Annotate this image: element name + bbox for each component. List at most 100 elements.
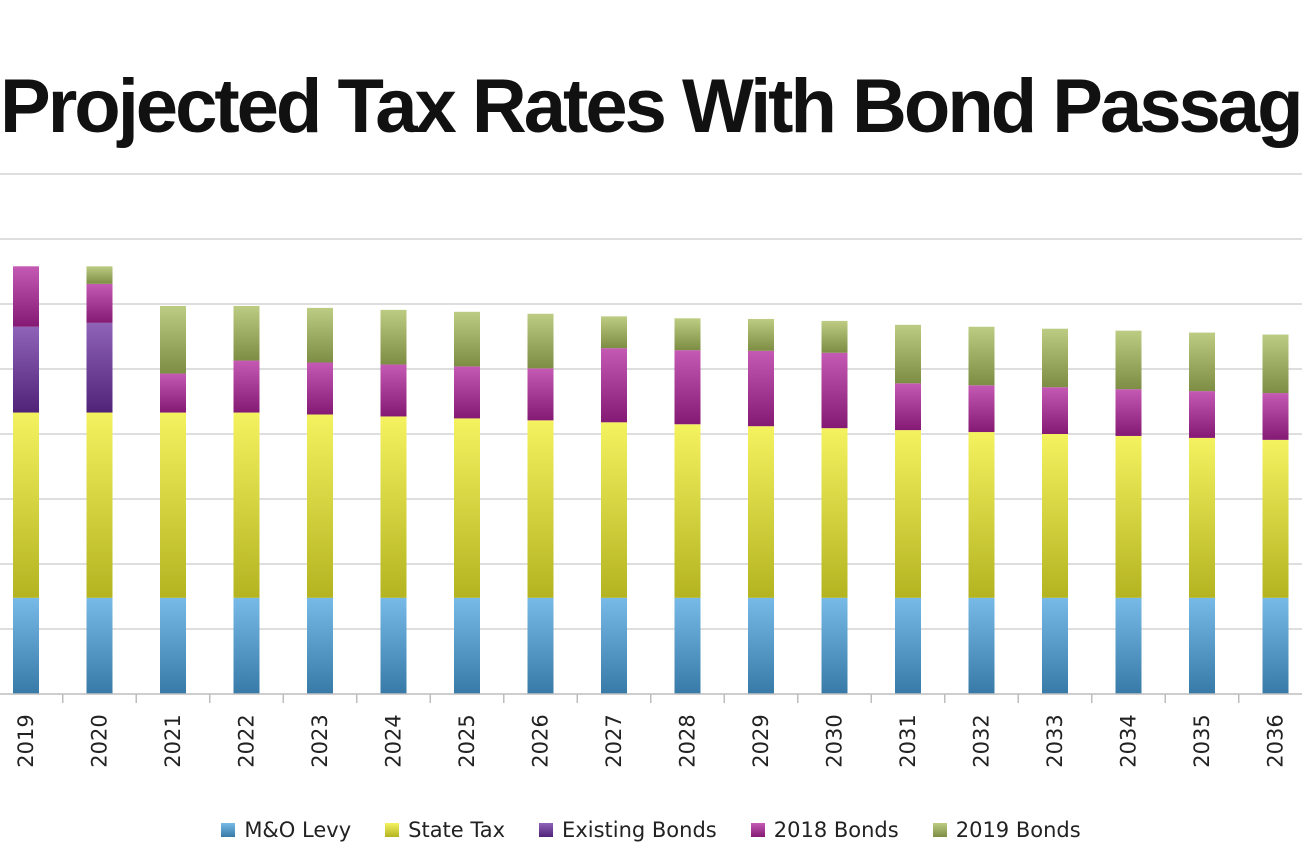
bar-segment-2019-bonds-2029 [748, 318, 774, 351]
bar-segment-2019-bonds-2030 [821, 320, 848, 353]
legend-item: 2019 Bonds [932, 818, 1081, 842]
legend-swatch [385, 823, 400, 837]
bar-segment-2018-bonds-2022 [233, 360, 260, 413]
bar-segment-m-o-levy-2031 [895, 597, 921, 694]
legend-swatch [539, 823, 554, 837]
x-tick-label: 2034 [1117, 714, 1141, 767]
x-tick-label: 2023 [308, 714, 332, 767]
bar-segment-2018-bonds-2036 [1262, 393, 1289, 440]
x-tick-label: 2024 [382, 714, 406, 767]
bar-segment-2019-bonds-2035 [1189, 332, 1215, 392]
legend-item: Existing Bonds [539, 818, 717, 842]
x-tick-label: 2027 [602, 714, 626, 767]
bar-segment-2018-bonds-2019 [13, 266, 39, 327]
bar-segment-2018-bonds-2031 [895, 383, 921, 431]
bar-segment-2018-bonds-2032 [968, 385, 995, 433]
bar-segment-state-tax-2032 [968, 432, 995, 598]
bar-segment-existing-bonds-2020 [86, 322, 113, 413]
legend-label: 2019 Bonds [955, 818, 1081, 842]
bar-segment-2018-bonds-2033 [1042, 387, 1068, 434]
bar-segment-state-tax-2023 [307, 414, 333, 598]
bar-segment-2019-bonds-2026 [527, 313, 554, 369]
bar-segment-state-tax-2019 [13, 412, 39, 598]
bar-segment-2018-bonds-2027 [601, 348, 627, 423]
legend-item: M&O Levy [221, 818, 351, 842]
bar-segment-2019-bonds-2021 [160, 305, 186, 374]
bar-segment-2019-bonds-2027 [601, 316, 627, 349]
legend-swatch [932, 823, 947, 837]
x-tick-label: 2026 [529, 714, 553, 767]
bar-segment-2019-bonds-2032 [968, 326, 995, 386]
bar-segment-m-o-levy-2025 [454, 597, 480, 694]
x-tick-label: 2022 [235, 714, 259, 767]
legend-swatch [750, 823, 765, 837]
x-tick-label: 2032 [970, 714, 994, 767]
x-tick-label: 2021 [161, 714, 185, 767]
x-tick-label: 2019 [14, 714, 38, 767]
x-tick-label: 2029 [749, 714, 773, 767]
bar-segment-2018-bonds-2025 [454, 366, 480, 419]
bar-segment-m-o-levy-2032 [968, 597, 995, 694]
bar-segment-state-tax-2035 [1189, 437, 1215, 598]
bar-segment-state-tax-2025 [454, 418, 480, 598]
bar-segment-state-tax-2020 [86, 412, 113, 598]
bar-segment-m-o-levy-2030 [821, 597, 848, 694]
bar-segment-m-o-levy-2029 [748, 597, 774, 694]
bars [13, 266, 1289, 694]
bar-segment-state-tax-2024 [380, 416, 407, 598]
bar-segment-2018-bonds-2030 [821, 352, 848, 429]
x-tick-label: 2028 [676, 714, 700, 767]
bar-segment-2018-bonds-2024 [380, 364, 407, 417]
bar-segment-2019-bonds-2024 [380, 309, 407, 365]
bar-segment-2018-bonds-2023 [307, 362, 333, 415]
bar-segment-2018-bonds-2026 [527, 368, 554, 421]
bar-segment-m-o-levy-2035 [1189, 597, 1215, 694]
bar-segment-state-tax-2036 [1262, 439, 1289, 598]
bar-segment-m-o-levy-2028 [674, 597, 701, 694]
bar-segment-state-tax-2028 [674, 424, 701, 598]
x-tick-label: 2035 [1190, 714, 1214, 767]
bar-segment-2018-bonds-2020 [86, 283, 113, 323]
legend: M&O Levy State Tax Existing Bonds 2018 Bond… [0, 812, 1302, 848]
bar-segment-state-tax-2031 [895, 430, 921, 598]
x-tick-label: 2020 [88, 714, 112, 767]
bar-segment-m-o-levy-2033 [1042, 597, 1068, 694]
bar-segment-m-o-levy-2023 [307, 597, 333, 694]
bar-segment-m-o-levy-2021 [160, 597, 186, 694]
x-tick-label: 2030 [823, 714, 847, 767]
bar-segment-2018-bonds-2021 [160, 373, 186, 413]
bar-segment-2019-bonds-2033 [1042, 328, 1068, 388]
bar-segment-m-o-levy-2036 [1262, 597, 1289, 694]
x-axis: 2019 2020 2021 2022 2023 2024 2025 2026 2027 2028… [0, 693, 1302, 768]
bar-segment-state-tax-2026 [527, 420, 554, 598]
bar-segment-state-tax-2027 [601, 422, 627, 598]
legend-item: 2018 Bonds [750, 818, 899, 842]
x-tick-label: 2033 [1043, 714, 1067, 767]
bar-segment-2018-bonds-2029 [748, 350, 774, 427]
bar-segment-2019-bonds-2020 [86, 266, 113, 284]
bar-segment-m-o-levy-2026 [527, 597, 554, 694]
bar-segment-m-o-levy-2020 [86, 597, 113, 694]
bar-segment-state-tax-2021 [160, 412, 186, 598]
bar-segment-existing-bonds-2019 [13, 326, 39, 413]
legend-label: 2018 Bonds [773, 818, 899, 842]
legend-label: M&O Levy [244, 818, 352, 842]
x-tick-label: 2025 [455, 714, 479, 767]
bar-segment-state-tax-2030 [821, 428, 848, 598]
legend-item: State Tax [385, 818, 505, 842]
bar-segment-2018-bonds-2028 [674, 350, 701, 425]
bar-segment-2019-bonds-2022 [233, 305, 260, 361]
bar-segment-2019-bonds-2028 [674, 318, 701, 351]
gridlines [0, 173, 1302, 630]
bar-segment-2019-bonds-2025 [454, 311, 480, 367]
bar-segment-2019-bonds-2034 [1115, 330, 1142, 390]
bar-segment-m-o-levy-2019 [13, 597, 39, 694]
bar-segment-state-tax-2033 [1042, 434, 1068, 598]
bar-segment-m-o-levy-2024 [380, 597, 407, 694]
chart-title: Projected Tax Rates With Bond Passage [0, 64, 1302, 149]
bar-segment-state-tax-2022 [233, 412, 260, 598]
legend-label: Existing Bonds [562, 818, 717, 842]
bar-segment-m-o-levy-2027 [601, 597, 627, 694]
bar-segment-2018-bonds-2034 [1115, 389, 1142, 436]
